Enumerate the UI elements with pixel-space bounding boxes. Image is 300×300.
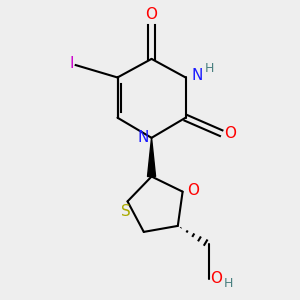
Text: H: H	[224, 277, 233, 290]
Polygon shape	[148, 138, 156, 176]
Text: O: O	[210, 271, 222, 286]
Text: O: O	[146, 7, 158, 22]
Text: H: H	[205, 62, 214, 75]
Text: O: O	[224, 126, 236, 141]
Text: N: N	[192, 68, 203, 83]
Text: O: O	[187, 183, 199, 198]
Text: I: I	[70, 56, 74, 71]
Text: N: N	[138, 130, 149, 145]
Text: S: S	[121, 205, 131, 220]
